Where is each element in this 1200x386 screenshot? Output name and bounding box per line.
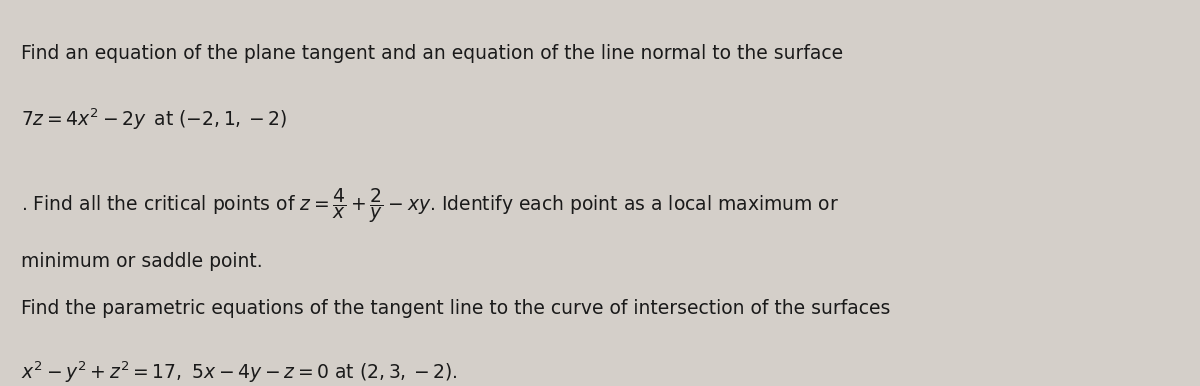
Text: . Find all the critical points of $z = \dfrac{4}{x} + \dfrac{2}{y} - xy$. Identi: . Find all the critical points of $z = \… bbox=[20, 186, 839, 225]
Text: Find the parametric equations of the tangent line to the curve of intersection o: Find the parametric equations of the tan… bbox=[20, 299, 890, 318]
Text: $x^2 - y^2 + z^2 = 17,\ 5x - 4y - z = 0$ at $(2, 3, -2)$.: $x^2 - y^2 + z^2 = 17,\ 5x - 4y - z = 0$… bbox=[20, 359, 457, 385]
Text: Find an equation of the plane tangent and an equation of the line normal to the : Find an equation of the plane tangent an… bbox=[20, 44, 842, 63]
Text: $7z = 4x^2 - 2y\,$ at $(-2, 1, -2)$: $7z = 4x^2 - 2y\,$ at $(-2, 1, -2)$ bbox=[20, 107, 287, 132]
Text: minimum or saddle point.: minimum or saddle point. bbox=[20, 252, 263, 271]
